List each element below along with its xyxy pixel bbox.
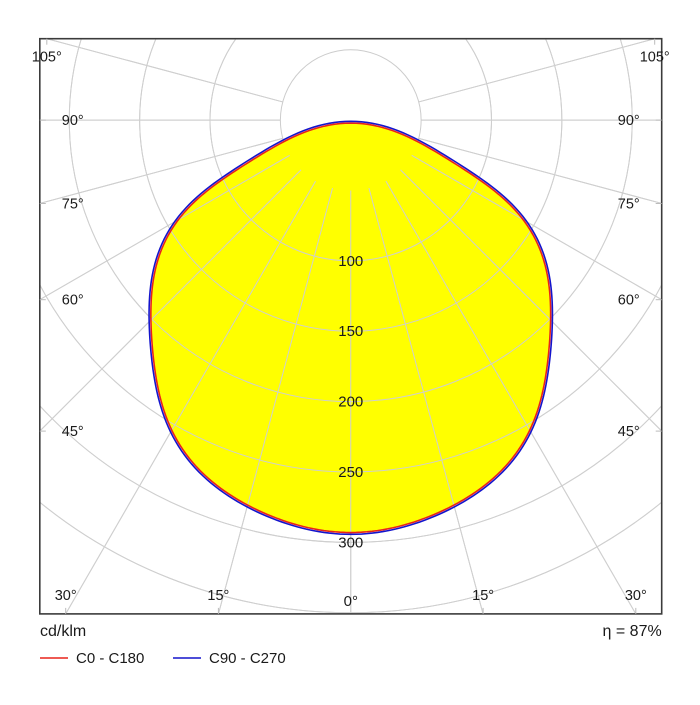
svg-text:90°: 90° [618, 113, 640, 129]
svg-text:250: 250 [338, 464, 363, 481]
svg-text:30°: 30° [625, 588, 647, 604]
svg-text:cd/klm: cd/klm [40, 623, 86, 640]
svg-text:C0 - C180: C0 - C180 [76, 650, 144, 667]
svg-text:105°: 105° [640, 50, 670, 66]
svg-text:300: 300 [338, 534, 363, 551]
svg-text:0°: 0° [344, 593, 358, 610]
svg-text:C90 - C270: C90 - C270 [209, 650, 286, 667]
svg-text:105°: 105° [32, 50, 62, 66]
svg-text:60°: 60° [62, 293, 84, 309]
svg-text:75°: 75° [62, 197, 84, 213]
svg-text:15°: 15° [472, 588, 494, 604]
svg-text:30°: 30° [55, 588, 77, 604]
svg-text:η = 87%: η = 87% [603, 623, 662, 640]
svg-text:15°: 15° [207, 588, 229, 604]
svg-text:60°: 60° [618, 293, 640, 309]
svg-text:90°: 90° [62, 113, 84, 129]
svg-text:100: 100 [338, 253, 363, 270]
svg-text:150: 150 [338, 323, 363, 340]
svg-text:75°: 75° [618, 197, 640, 213]
svg-text:200: 200 [338, 394, 363, 411]
svg-text:45°: 45° [62, 424, 84, 440]
svg-text:45°: 45° [618, 424, 640, 440]
